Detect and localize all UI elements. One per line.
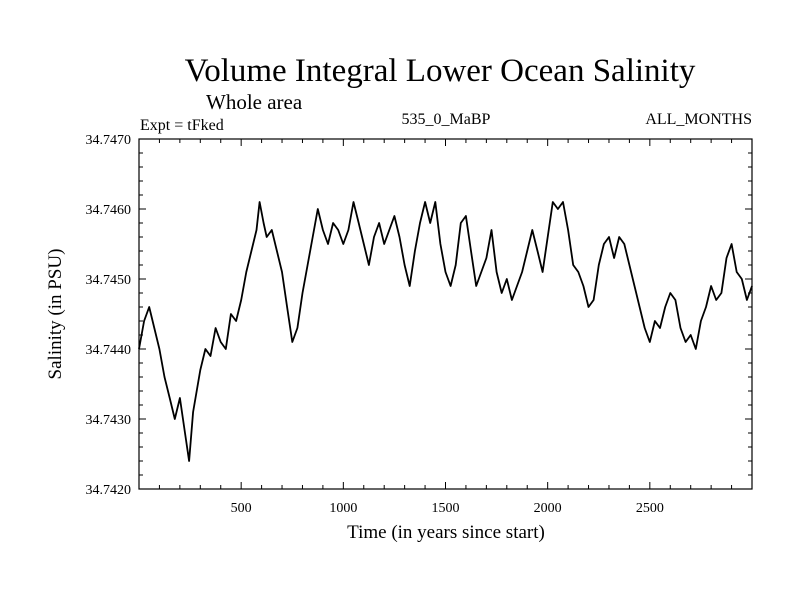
months-label: ALL_MONTHS [645,111,752,128]
y-tick-label: 34.7420 [86,483,132,498]
y-tick-label: 34.7470 [86,133,132,148]
x-tick-label: 1000 [329,501,357,516]
y-tick-label: 34.7440 [86,343,132,358]
x-axis: 500 1000 1500 2000 2500 [158,139,733,516]
x-tick-label: 1500 [432,501,460,516]
x-tick-label: 2500 [636,501,664,516]
y-tick-label: 34.7450 [86,273,132,288]
x-tick-label: 2000 [534,501,562,516]
chart-subtitle: Whole area [206,90,303,114]
chart-title: Volume Integral Lower Ocean Salinity [185,53,696,89]
period-label: 535_0_MaBP [402,111,491,128]
experiment-label: Expt = tFked [140,117,224,134]
x-axis-label: Time (in years since start) [347,522,545,543]
x-tick-label: 500 [231,501,252,516]
series-layer [138,201,753,462]
salinity-series-line [138,201,753,462]
y-axis-label: Salinity (in PSU) [45,249,66,380]
y-tick-label: 34.7430 [86,413,132,428]
y-axis: 34.7420 34.7430 34.7440 34.7450 34.7460 34.74… [86,133,752,498]
y-tick-label: 34.7460 [86,203,132,218]
